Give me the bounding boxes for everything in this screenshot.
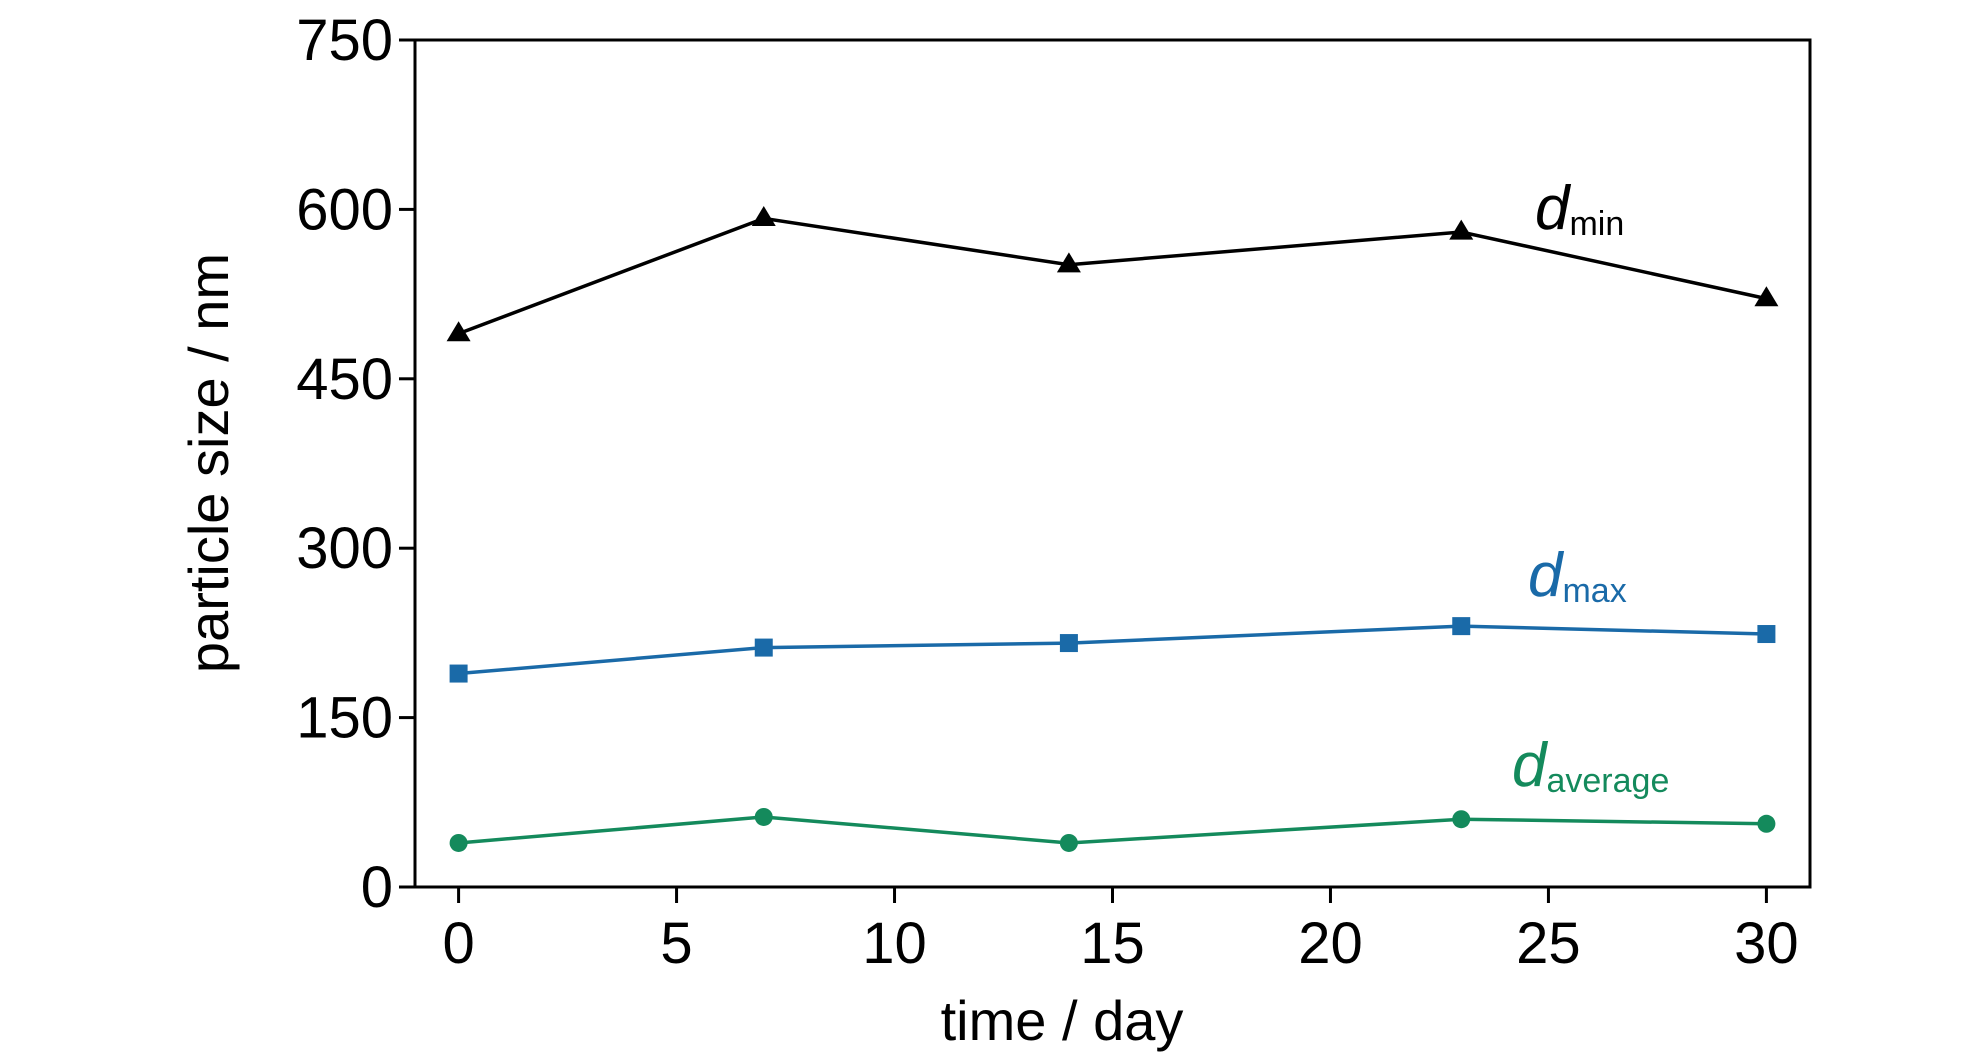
series-label-sub: max — [1562, 572, 1626, 610]
series-line — [458, 624, 1767, 676]
series-label-dmax: dmax — [1528, 541, 1627, 610]
data-point-circle — [754, 807, 773, 826]
y-tick-label: 600 — [296, 177, 393, 242]
data-point-circle — [449, 833, 468, 852]
data-point-square — [1757, 625, 1776, 644]
y-tick-label: 150 — [296, 686, 393, 751]
y-axis: 0 150 300 450 600 750 — [296, 8, 415, 920]
x-tick-label: 30 — [1734, 911, 1799, 976]
data-point-square — [754, 638, 773, 657]
series-line — [458, 815, 1767, 845]
series-label-sub: average — [1546, 762, 1669, 800]
y-tick-label: 450 — [296, 347, 393, 412]
data-point-square — [449, 664, 468, 683]
y-tick-label: 0 — [361, 855, 393, 920]
svg-text:dmin: dmin — [1535, 174, 1624, 243]
data-point-triangle — [751, 206, 776, 227]
y-tick-label: 300 — [296, 516, 393, 581]
series-max — [449, 617, 1776, 683]
series-label-dmin: dmin — [1535, 174, 1624, 243]
series-average — [449, 807, 1776, 852]
data-point-triangle — [1754, 286, 1779, 307]
data-point-triangle — [1449, 219, 1474, 240]
series-label-main: d — [1535, 174, 1572, 243]
x-tick-label: 20 — [1298, 911, 1363, 976]
y-axis-label: particle size / nm — [177, 253, 240, 673]
data-point-circle — [1452, 810, 1471, 829]
series-label-daverage: daverage — [1512, 731, 1669, 800]
x-axis: 0 5 10 15 20 25 30 — [442, 887, 1799, 976]
x-tick-label: 25 — [1516, 911, 1581, 976]
y-tick-label: 750 — [296, 8, 393, 73]
x-tick-label: 0 — [442, 911, 474, 976]
series-label-main: d — [1528, 541, 1565, 610]
data-point-circle — [1059, 833, 1078, 852]
x-tick-label: 5 — [660, 911, 692, 976]
plot-frame — [413, 38, 1812, 889]
series-min — [446, 206, 1779, 342]
svg-text:dmax: dmax — [1528, 541, 1627, 610]
data-point-square — [1452, 617, 1471, 636]
series-label-main: d — [1512, 731, 1549, 800]
x-axis-label: time / day — [941, 989, 1184, 1052]
x-tick-label: 15 — [1080, 911, 1145, 976]
x-tick-label: 10 — [862, 911, 927, 976]
svg-text:daverage: daverage — [1512, 731, 1669, 800]
data-point-square — [1059, 634, 1078, 653]
data-point-triangle — [446, 321, 471, 342]
data-point-circle — [1757, 814, 1776, 833]
data-point-triangle — [1056, 252, 1081, 273]
series-label-sub: min — [1569, 205, 1624, 243]
series-layer — [446, 206, 1779, 852]
